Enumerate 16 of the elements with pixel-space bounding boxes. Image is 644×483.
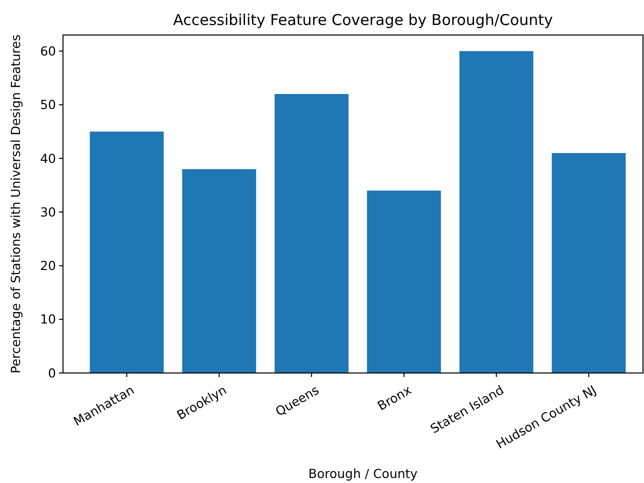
y-axis-title: Percentage of Stations with Universal Design Features bbox=[8, 34, 23, 374]
y-tick-label: 60 bbox=[40, 43, 56, 58]
bar bbox=[366, 190, 441, 373]
x-axis-title: Borough / County bbox=[308, 466, 418, 481]
y-tick-label: 10 bbox=[40, 312, 56, 327]
y-tick-label: 40 bbox=[40, 150, 56, 166]
y-tick-label: 30 bbox=[40, 204, 56, 220]
bar bbox=[182, 169, 256, 373]
bar bbox=[274, 94, 349, 373]
y-tick-label: 20 bbox=[40, 258, 56, 274]
y-tick-label: 50 bbox=[40, 97, 56, 112]
bar bbox=[90, 132, 164, 373]
y-tick-label: 0 bbox=[48, 365, 56, 380]
chart-title: Accessibility Feature Coverage by Borough/County bbox=[173, 11, 554, 29]
bar bbox=[459, 51, 534, 373]
bar bbox=[552, 153, 626, 373]
